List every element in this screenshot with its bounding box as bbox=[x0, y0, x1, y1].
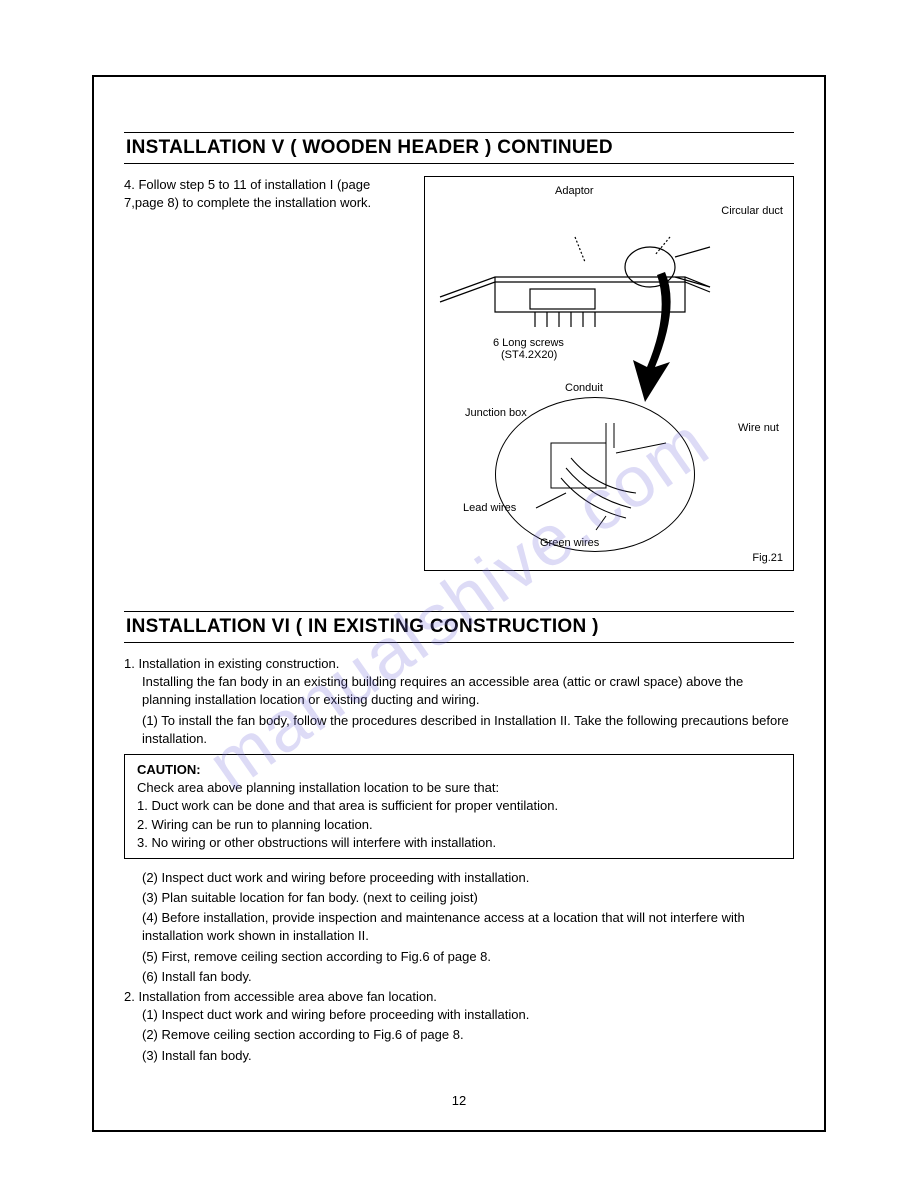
sub3-text: Plan suitable location for fan body. (ne… bbox=[162, 890, 478, 905]
item2-sub1-num: (1) bbox=[142, 1007, 158, 1022]
caution-l3: 3. No wiring or other obstructions will … bbox=[137, 834, 781, 852]
sub3-line: (3) Plan suitable location for fan body.… bbox=[142, 889, 794, 907]
sub4-text: Before installation, provide inspection … bbox=[142, 910, 745, 943]
item2-line: 2. Installation from accessible area abo… bbox=[124, 988, 794, 1006]
item2-heading: Installation from accessible area above … bbox=[138, 989, 436, 1004]
figure-21-box: Adaptor Circular duct 6 Long screws (ST4… bbox=[424, 176, 794, 571]
sub4-num: (4) bbox=[142, 910, 158, 925]
page-number: 12 bbox=[94, 1093, 824, 1108]
step4-num: 4. bbox=[124, 177, 135, 192]
sub2-num: (2) bbox=[142, 870, 158, 885]
item2-sub3-num: (3) bbox=[142, 1048, 158, 1063]
caution-box: CAUTION: Check area above planning insta… bbox=[124, 754, 794, 859]
item1-heading: Installation in existing construction. bbox=[138, 656, 339, 671]
item2-sub1-text: Inspect duct work and wiring before proc… bbox=[162, 1007, 530, 1022]
item2-sub2-line: (2) Remove ceiling section according to … bbox=[142, 1026, 794, 1044]
sub5-line: (5) First, remove ceiling section accord… bbox=[142, 948, 794, 966]
sub1-line: (1) To install the fan body, follow the … bbox=[142, 712, 794, 748]
section6: INSTALLATION VI ( IN EXISTING CONSTRUCTI… bbox=[124, 611, 794, 1065]
item2-sub2-text: Remove ceiling section according to Fig.… bbox=[162, 1027, 464, 1042]
label-screws2: (ST4.2X20) bbox=[501, 349, 557, 361]
item2-sub3-text: Install fan body. bbox=[162, 1048, 252, 1063]
sub6-num: (6) bbox=[142, 969, 158, 984]
item2-sub1-line: (1) Inspect duct work and wiring before … bbox=[142, 1006, 794, 1024]
sub5-num: (5) bbox=[142, 949, 158, 964]
section5-title: INSTALLATION V ( WOODEN HEADER ) CONTINU… bbox=[124, 132, 794, 164]
sub6-text: Install fan body. bbox=[162, 969, 252, 984]
sub1-text: To install the fan body, follow the proc… bbox=[142, 713, 789, 746]
arrow-icon bbox=[615, 267, 685, 407]
label-wire-nut: Wire nut bbox=[738, 422, 779, 434]
sub1-num: (1) bbox=[142, 713, 158, 728]
item2-sub2-num: (2) bbox=[142, 1027, 158, 1042]
caution-intro: Check area above planning installation l… bbox=[137, 779, 781, 797]
section6-title: INSTALLATION VI ( IN EXISTING CONSTRUCTI… bbox=[124, 611, 794, 643]
caution-l1: 1. Duct work can be done and that area i… bbox=[137, 797, 781, 815]
step4-row: 4. Follow step 5 to 11 of installation I… bbox=[124, 176, 794, 571]
label-circular-duct: Circular duct bbox=[721, 205, 783, 217]
sub5-text: First, remove ceiling section according … bbox=[162, 949, 492, 964]
item2-sub3-line: (3) Install fan body. bbox=[142, 1047, 794, 1065]
item2-num: 2. bbox=[124, 989, 135, 1004]
sub3-num: (3) bbox=[142, 890, 158, 905]
item1-num: 1. bbox=[124, 656, 135, 671]
sub2-text: Inspect duct work and wiring before proc… bbox=[162, 870, 530, 885]
label-screws1: 6 Long screws bbox=[493, 337, 564, 349]
label-junction-box: Junction box bbox=[465, 407, 527, 419]
step4-text: 4. Follow step 5 to 11 of installation I… bbox=[124, 176, 404, 212]
item1-line: 1. Installation in existing construction… bbox=[124, 655, 794, 673]
caution-title: CAUTION: bbox=[137, 761, 781, 779]
item1-para: Installing the fan body in an existing b… bbox=[142, 673, 794, 709]
diagram-bottom-icon bbox=[495, 397, 695, 552]
label-green-wires: Green wires bbox=[540, 537, 599, 549]
step4-body: Follow step 5 to 11 of installation I (p… bbox=[124, 177, 371, 210]
section6-body: 1. Installation in existing construction… bbox=[124, 655, 794, 1065]
sub2-line: (2) Inspect duct work and wiring before … bbox=[142, 869, 794, 887]
label-conduit: Conduit bbox=[565, 382, 603, 394]
label-fig-num: Fig.21 bbox=[752, 552, 783, 564]
label-adaptor: Adaptor bbox=[555, 185, 594, 197]
sub4-line: (4) Before installation, provide inspect… bbox=[142, 909, 794, 945]
page-frame: manualshive.com INSTALLATION V ( WOODEN … bbox=[92, 75, 826, 1132]
sub6-line: (6) Install fan body. bbox=[142, 968, 794, 986]
label-lead-wires: Lead wires bbox=[463, 502, 516, 514]
caution-l2: 2. Wiring can be run to planning locatio… bbox=[137, 816, 781, 834]
